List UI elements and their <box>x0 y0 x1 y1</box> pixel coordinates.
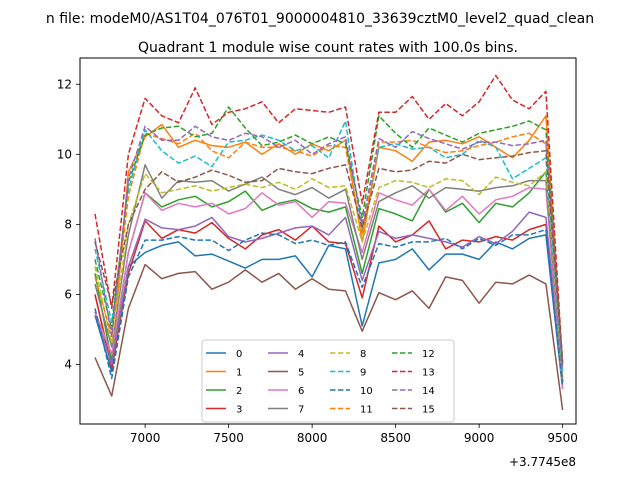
series-line-1 <box>94 115 564 366</box>
legend-label-0: 0 <box>236 349 242 360</box>
y-tick-label: 12 <box>57 77 72 91</box>
y-tick-label: 4 <box>64 357 72 371</box>
series-line-8 <box>94 171 564 376</box>
legend-label-13: 13 <box>422 368 435 379</box>
y-tick-label: 10 <box>57 147 72 161</box>
series-line-10 <box>94 228 564 386</box>
legend-label-1: 1 <box>236 368 242 379</box>
x-tick-label: 8500 <box>380 431 411 445</box>
plot-frame <box>79 57 577 425</box>
series-line-5 <box>94 263 564 411</box>
y-tick-label: 6 <box>64 287 72 301</box>
figure-suptitle: n file: modeM0/AS1T04_076T01_9000004810_… <box>46 11 594 27</box>
series-line-4 <box>94 211 564 383</box>
legend-label-4: 4 <box>298 349 304 360</box>
series-line-15 <box>94 150 564 362</box>
legend-label-5: 5 <box>298 368 304 379</box>
legend-label-6: 6 <box>298 386 304 397</box>
legend-label-9: 9 <box>360 368 366 379</box>
legend-label-12: 12 <box>422 349 435 360</box>
legend-box <box>201 339 455 423</box>
x-tick-label: 9500 <box>547 431 578 445</box>
legend-label-10: 10 <box>360 386 373 397</box>
series-line-0 <box>94 234 564 390</box>
series-line-11 <box>94 132 564 365</box>
legend-label-8: 8 <box>360 349 366 360</box>
plot-series <box>94 74 564 411</box>
x-tick-label: 9000 <box>464 431 495 445</box>
legend-label-11: 11 <box>360 405 373 416</box>
series-line-7 <box>94 164 564 379</box>
y-tick-label: 8 <box>64 217 72 231</box>
series-line-6 <box>94 186 564 390</box>
x-tick-label: 7000 <box>130 431 161 445</box>
legend-label-2: 2 <box>236 386 242 397</box>
legend-label-7: 7 <box>298 405 304 416</box>
series-line-12 <box>94 106 564 365</box>
series-line-14 <box>94 125 564 369</box>
x-tick-label: 7500 <box>213 431 244 445</box>
x-offset-label: +3.7745e8 <box>509 455 576 469</box>
series-line-13 <box>94 74 564 365</box>
chart-title: Quadrant 1 module wise count rates with … <box>138 40 518 56</box>
legend-label-14: 14 <box>422 386 435 397</box>
x-tick-label: 8000 <box>297 431 328 445</box>
legend-label-15: 15 <box>422 405 435 416</box>
series-line-2 <box>94 171 564 383</box>
legend-label-3: 3 <box>236 405 242 416</box>
